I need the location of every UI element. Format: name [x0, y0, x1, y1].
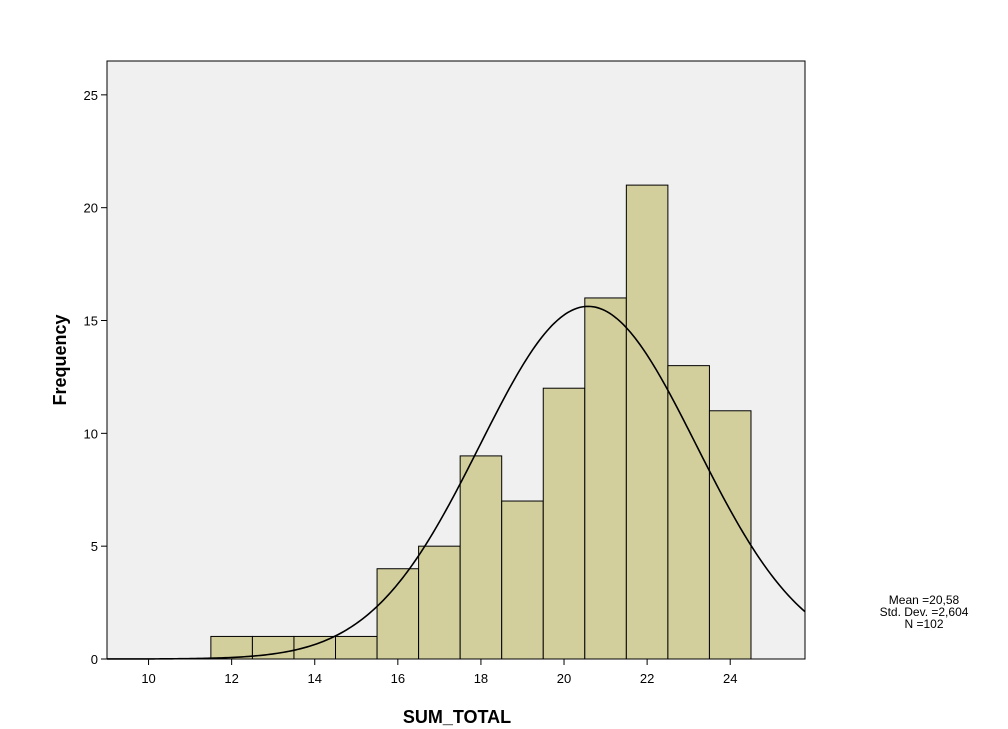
- histogram-bar: [376, 568, 420, 660]
- histogram-bar: [293, 635, 337, 660]
- y-tick-label: 10: [84, 426, 98, 441]
- normal-curve: [107, 305, 806, 660]
- y-tick-label: 25: [84, 88, 98, 103]
- x-tick-label: 22: [640, 671, 654, 686]
- x-axis: 10 12 14 16 18 20 22 24: [141, 659, 737, 686]
- stats-n: N =102: [904, 617, 944, 631]
- x-axis-title: SUM_TOTAL: [403, 707, 511, 727]
- histogram-bar: [418, 545, 461, 660]
- x-tick-label: 10: [141, 671, 155, 686]
- x-tick-label: 16: [391, 671, 405, 686]
- histogram-bar: [335, 635, 378, 660]
- y-tick-label: 20: [84, 201, 98, 216]
- y-tick-label: 15: [84, 314, 98, 329]
- histogram-bar: [542, 387, 586, 660]
- stats-mean: Mean =20,58: [888, 593, 960, 607]
- histogram-bars: [210, 184, 752, 660]
- x-tick-label: 12: [224, 671, 238, 686]
- stats-box: Mean =20,58 Std. Dev. =2,604 N =102: [868, 594, 980, 630]
- x-tick-label: 18: [474, 671, 488, 686]
- stats-std-dev: Std. Dev. =2,604: [879, 605, 969, 619]
- histogram-bar: [210, 635, 253, 660]
- x-tick-label: 24: [723, 671, 737, 686]
- y-tick-label: 0: [91, 652, 98, 667]
- y-axis-title: Frequency: [50, 314, 70, 405]
- x-tick-label: 14: [308, 671, 322, 686]
- x-tick-label: 20: [557, 671, 571, 686]
- histogram-bar: [667, 365, 710, 660]
- histogram-bar: [584, 297, 627, 660]
- histogram-bar: [459, 455, 503, 660]
- y-tick-label: 5: [91, 539, 98, 554]
- y-axis: 0 5 10 15 20 25: [84, 88, 107, 667]
- histogram-bar: [625, 184, 669, 660]
- histogram-bar: [501, 500, 544, 660]
